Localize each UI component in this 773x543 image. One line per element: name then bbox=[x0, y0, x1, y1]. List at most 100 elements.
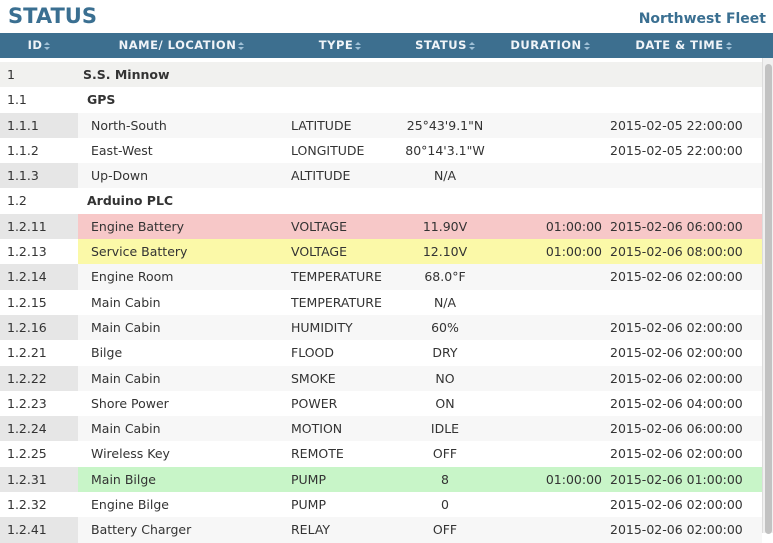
column-label: ID bbox=[27, 38, 43, 52]
row-id: 1.2.16 bbox=[0, 314, 78, 341]
table-row[interactable]: 1.2.14 Engine Room TEMPERATURE 68.0°F 2015-0… bbox=[0, 264, 762, 290]
column-label: DATE & TIME bbox=[635, 38, 724, 52]
row-status: 11.90V bbox=[395, 213, 495, 240]
row-duration bbox=[495, 340, 605, 365]
row-id: 1.2.14 bbox=[0, 264, 78, 290]
sort-icon bbox=[355, 41, 362, 50]
table-row[interactable]: 1.1.3 Up-Down ALTITUDE N/A bbox=[0, 163, 762, 189]
row-name: Service Battery bbox=[78, 239, 285, 265]
row-status: 8 bbox=[395, 466, 495, 493]
row-id: 1.2.31 bbox=[0, 466, 78, 493]
row-type: REMOTE bbox=[291, 446, 344, 462]
row-status bbox=[395, 188, 495, 213]
column-header[interactable]: DATE & TIME bbox=[605, 33, 762, 58]
row-datetime bbox=[605, 87, 762, 112]
row-id: 1.2.24 bbox=[0, 416, 78, 442]
row-status bbox=[395, 87, 495, 112]
row-duration: 01:00:00 bbox=[495, 239, 605, 265]
row-id: 1.1.3 bbox=[0, 163, 78, 189]
row-id: 1.2.22 bbox=[0, 365, 78, 391]
row-datetime bbox=[605, 62, 762, 87]
row-name: Main Cabin bbox=[91, 294, 161, 310]
row-datetime bbox=[605, 290, 762, 315]
row-datetime: 2015-02-06 02:00:00 bbox=[610, 269, 743, 285]
table-row[interactable]: 1.1 GPS bbox=[0, 87, 762, 112]
row-id: 1.2 bbox=[7, 193, 27, 209]
column-header[interactable]: STATUS bbox=[395, 33, 495, 58]
row-id: 1 bbox=[7, 67, 15, 82]
row-name: Up-Down bbox=[91, 168, 149, 184]
row-status: IDLE bbox=[430, 421, 460, 437]
row-status bbox=[395, 62, 495, 87]
table-row[interactable]: 1.2.25 Wireless Key REMOTE OFF 2015-02-06 02… bbox=[0, 441, 762, 466]
row-id: 1.2.25 bbox=[7, 446, 47, 462]
row-status: 25°43'9.1"N bbox=[406, 117, 484, 133]
row-type: TEMPERATURE bbox=[291, 294, 382, 310]
row-name: North-South bbox=[91, 117, 167, 133]
table-row[interactable]: 1.2.13 Service Battery VOLTAGE 12.10V 01:00:… bbox=[0, 239, 762, 265]
row-id: 1.2.15 bbox=[7, 294, 47, 310]
row-duration bbox=[495, 441, 605, 466]
table-row[interactable]: 1.2.32 Engine Bilge PUMP 0 2015-02-06 02:00:… bbox=[0, 492, 762, 517]
row-type: MOTION bbox=[291, 421, 343, 437]
sort-icon bbox=[468, 41, 475, 50]
row-duration bbox=[495, 113, 605, 138]
column-header[interactable]: ID bbox=[0, 33, 78, 58]
row-status: ON bbox=[435, 395, 455, 411]
row-duration bbox=[495, 138, 605, 163]
row-id: 1.1.1 bbox=[0, 112, 78, 138]
row-type: LONGITUDE bbox=[291, 142, 365, 158]
table-row[interactable]: 1.2.23 Shore Power POWER ON 2015-02-06 04:00… bbox=[0, 391, 762, 416]
row-datetime: 2015-02-06 08:00:00 bbox=[605, 239, 762, 265]
row-duration: 01:00:00 bbox=[495, 213, 605, 240]
table-row[interactable]: 1.2.11 Engine Battery VOLTAGE 11.90V 01:00:0… bbox=[0, 213, 762, 240]
table-row[interactable]: 1.2.41 Battery Charger RELAY OFF 2015-02-06 … bbox=[0, 517, 762, 543]
row-type: SMOKE bbox=[291, 370, 336, 386]
column-label: DURATION bbox=[510, 38, 582, 52]
table-row[interactable]: 1.2.22 Main Cabin SMOKE NO 2015-02-06 02:00:… bbox=[0, 365, 762, 391]
table-row[interactable]: 1.2.24 Main Cabin MOTION IDLE 2015-02-06 06:… bbox=[0, 416, 762, 442]
row-duration bbox=[495, 492, 605, 517]
row-id: 1.2.13 bbox=[7, 244, 47, 260]
row-datetime bbox=[605, 188, 762, 213]
row-type: ALTITUDE bbox=[291, 168, 351, 184]
row-type: HUMIDITY bbox=[291, 319, 353, 335]
table-row[interactable]: 1 S.S. Minnow bbox=[0, 62, 762, 88]
column-header[interactable]: DURATION bbox=[495, 33, 605, 58]
column-header[interactable]: TYPE bbox=[285, 33, 395, 58]
row-type: VOLTAGE bbox=[285, 239, 395, 265]
row-id: 1.2.11 bbox=[0, 213, 78, 240]
row-name: Battery Charger bbox=[91, 522, 192, 538]
row-datetime: 2015-02-06 06:00:00 bbox=[605, 213, 762, 240]
table-row[interactable]: 1.2.31 Main Bilge PUMP 8 01:00:00 2015-02-06 … bbox=[0, 466, 762, 493]
row-name: Main Bilge bbox=[78, 466, 285, 493]
row-duration bbox=[495, 315, 605, 340]
row-id: 1.2.21 bbox=[7, 345, 47, 361]
table-row[interactable]: 1.1.1 North-South LATITUDE 25°43'9.1"N 2015-… bbox=[0, 112, 762, 138]
row-type: VOLTAGE bbox=[285, 213, 395, 240]
row-type: PUMP bbox=[291, 497, 327, 513]
column-header[interactable]: NAME/ LOCATION bbox=[78, 33, 285, 58]
table-row[interactable]: 1.2.16 Main Cabin HUMIDITY 60% 2015-02-06 02… bbox=[0, 314, 762, 341]
scroll-thumb[interactable] bbox=[765, 64, 772, 534]
row-duration bbox=[495, 163, 605, 188]
row-datetime: 2015-02-06 04:00:00 bbox=[610, 395, 743, 411]
row-duration bbox=[495, 366, 605, 391]
table-row[interactable]: 1.2.21 Bilge FLOOD DRY 2015-02-06 02:00:00 bbox=[0, 340, 762, 365]
page-title: STATUS bbox=[8, 4, 97, 28]
row-name: Engine Battery bbox=[78, 213, 285, 240]
row-duration bbox=[495, 62, 605, 87]
fleet-name: Northwest Fleet bbox=[638, 11, 766, 27]
row-id: 1.1 bbox=[7, 92, 27, 108]
table-row[interactable]: 1.1.2 East-West LONGITUDE 80°14'3.1"W 2015-0… bbox=[0, 138, 762, 163]
scrollbar[interactable] bbox=[762, 58, 773, 534]
table-body: 1 S.S. Minnow 1.1 GPS 1.1.1 North-South LATITU… bbox=[0, 62, 762, 543]
row-status: 12.10V bbox=[395, 239, 495, 265]
sort-icon bbox=[44, 41, 51, 50]
row-type: POWER bbox=[291, 395, 338, 411]
column-label: TYPE bbox=[318, 38, 354, 52]
table-row[interactable]: 1.2.15 Main Cabin TEMPERATURE N/A bbox=[0, 290, 762, 315]
row-datetime: 2015-02-06 02:00:00 bbox=[610, 345, 743, 361]
row-name: Wireless Key bbox=[91, 446, 170, 462]
table-row[interactable]: 1.2 Arduino PLC bbox=[0, 188, 762, 213]
